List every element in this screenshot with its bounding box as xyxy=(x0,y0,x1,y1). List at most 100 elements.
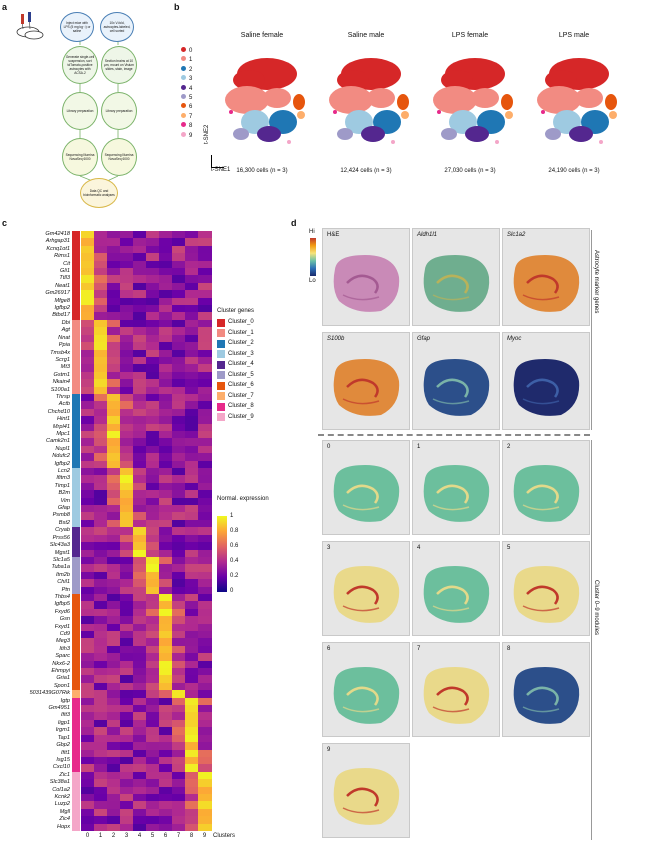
gene-label: Bst2 xyxy=(58,519,70,526)
gene-label: Gsn xyxy=(59,616,70,623)
workflow-step-seq-b: Sequencing Illumina NovaSeq 6000 xyxy=(101,138,137,176)
heatmap-cell xyxy=(159,631,173,639)
heatmap-cell xyxy=(107,356,121,365)
brain-section-image xyxy=(415,560,497,633)
heatmap-cell xyxy=(120,379,134,388)
heatmap-cell xyxy=(81,749,95,758)
heatmap-cell xyxy=(185,749,199,758)
heatmap-cell xyxy=(172,645,186,654)
cluster-legend-item: Cluster_7 xyxy=(217,392,254,402)
heatmap-cell xyxy=(198,312,212,321)
heatmap-cell xyxy=(133,734,147,743)
heatmap-cell xyxy=(107,460,121,469)
heatmap-cell xyxy=(107,297,121,306)
heatmap-cell xyxy=(120,705,134,713)
heatmap-cell xyxy=(120,408,134,417)
heatmap-cell xyxy=(107,719,121,728)
heatmap-cell xyxy=(185,771,199,780)
gene-label: Isg15 xyxy=(56,756,70,763)
gene-label: Zic4 xyxy=(59,816,70,823)
heatmap-cell xyxy=(185,364,199,373)
gene-label: Mgst1 xyxy=(54,549,70,556)
heatmap-cell xyxy=(198,445,212,454)
heatmap-cell xyxy=(146,719,160,728)
heatmap-cell xyxy=(107,586,121,595)
heatmap-tick-label: 2 xyxy=(111,833,116,839)
cluster-gene-bar xyxy=(72,231,80,831)
heatmap-cell xyxy=(146,675,160,684)
gene-label: Timp1 xyxy=(54,482,71,489)
heatmap-cell xyxy=(133,379,147,388)
heatmap-cell xyxy=(146,356,160,365)
heatmap-cell xyxy=(107,705,121,713)
heatmap-cell xyxy=(133,238,147,247)
heatmap-cell xyxy=(94,512,108,521)
gene-label: Hopx xyxy=(56,823,70,830)
heatmap-cell xyxy=(198,579,212,588)
heatmap-cell xyxy=(120,542,134,551)
heatmap-cell xyxy=(198,719,212,728)
heatmap-cell xyxy=(81,364,95,373)
heatmap-cell xyxy=(107,231,121,239)
heatmap-cell xyxy=(107,275,121,284)
heatmap-cell xyxy=(120,653,134,662)
heatmap-cell xyxy=(172,816,186,825)
heatmap-cell xyxy=(107,608,121,617)
heatmap-cell xyxy=(94,668,108,676)
heatmap-cell xyxy=(185,564,199,573)
heatmap-cell xyxy=(133,756,147,765)
heatmap-cell xyxy=(159,505,173,513)
heatmap-cell xyxy=(185,631,199,639)
gene-label: Cryab xyxy=(55,527,70,534)
heatmap-cell xyxy=(146,527,160,536)
heatmap-cell xyxy=(94,793,108,802)
heatmap-cell xyxy=(185,268,199,276)
heatmap-cell xyxy=(120,593,134,602)
heatmap-cell xyxy=(120,697,134,706)
heatmap-cell xyxy=(81,705,95,713)
heatmap-cell xyxy=(107,505,121,513)
heatmap-cell xyxy=(159,556,173,565)
heatmap-cell xyxy=(146,445,160,454)
heatmap-cell xyxy=(159,401,173,410)
heatmap-cell xyxy=(159,297,173,306)
cluster-legend-item: Cluster_1 xyxy=(217,329,254,339)
heatmap-cell xyxy=(146,497,160,506)
tsne-legend-dot xyxy=(181,122,186,128)
heatmap-cell xyxy=(94,623,108,632)
heatmap-cell xyxy=(159,638,173,647)
module-label: 2 xyxy=(507,444,511,450)
heatmap-cell xyxy=(172,638,186,647)
heatmap-cell xyxy=(107,238,121,247)
heatmap-cell xyxy=(81,342,95,351)
brain-section-image xyxy=(505,459,587,532)
heatmap-cell xyxy=(94,519,108,528)
heatmap-cell xyxy=(120,260,134,269)
module-tile: 0 xyxy=(322,440,410,535)
heatmap-cell xyxy=(133,786,147,795)
heatmap-cell xyxy=(185,497,199,506)
heatmap-cell xyxy=(172,253,186,262)
heatmap-cell xyxy=(185,660,199,669)
cluster-legend-swatch xyxy=(217,402,225,411)
module-label: 8 xyxy=(507,646,511,652)
heatmap-cell xyxy=(133,690,147,699)
heatmap-cell xyxy=(146,690,160,699)
heatmap-cell xyxy=(133,319,147,328)
heatmap-cell xyxy=(185,312,199,321)
heatmap-cell xyxy=(185,697,199,706)
heatmap-cell xyxy=(198,690,212,699)
heatmap-cell xyxy=(81,816,95,825)
heatmap-tick-label: 1 xyxy=(98,833,103,839)
heatmap-cell xyxy=(185,786,199,795)
heatmap-cell xyxy=(94,571,108,580)
heatmap-cell xyxy=(120,482,134,491)
tsne-legend-item: 8 xyxy=(181,122,192,131)
heatmap-cell xyxy=(107,638,121,647)
heatmap-cell xyxy=(159,334,173,343)
heatmap-cell xyxy=(185,586,199,595)
heatmap-cell xyxy=(198,771,212,780)
cluster-genes-legend: Cluster_0 Cluster_1 Cluster_2 Cluster_3 Clus… xyxy=(217,318,287,428)
heatmap-cell xyxy=(198,416,212,425)
heatmap-tick-label: 9 xyxy=(202,833,207,839)
